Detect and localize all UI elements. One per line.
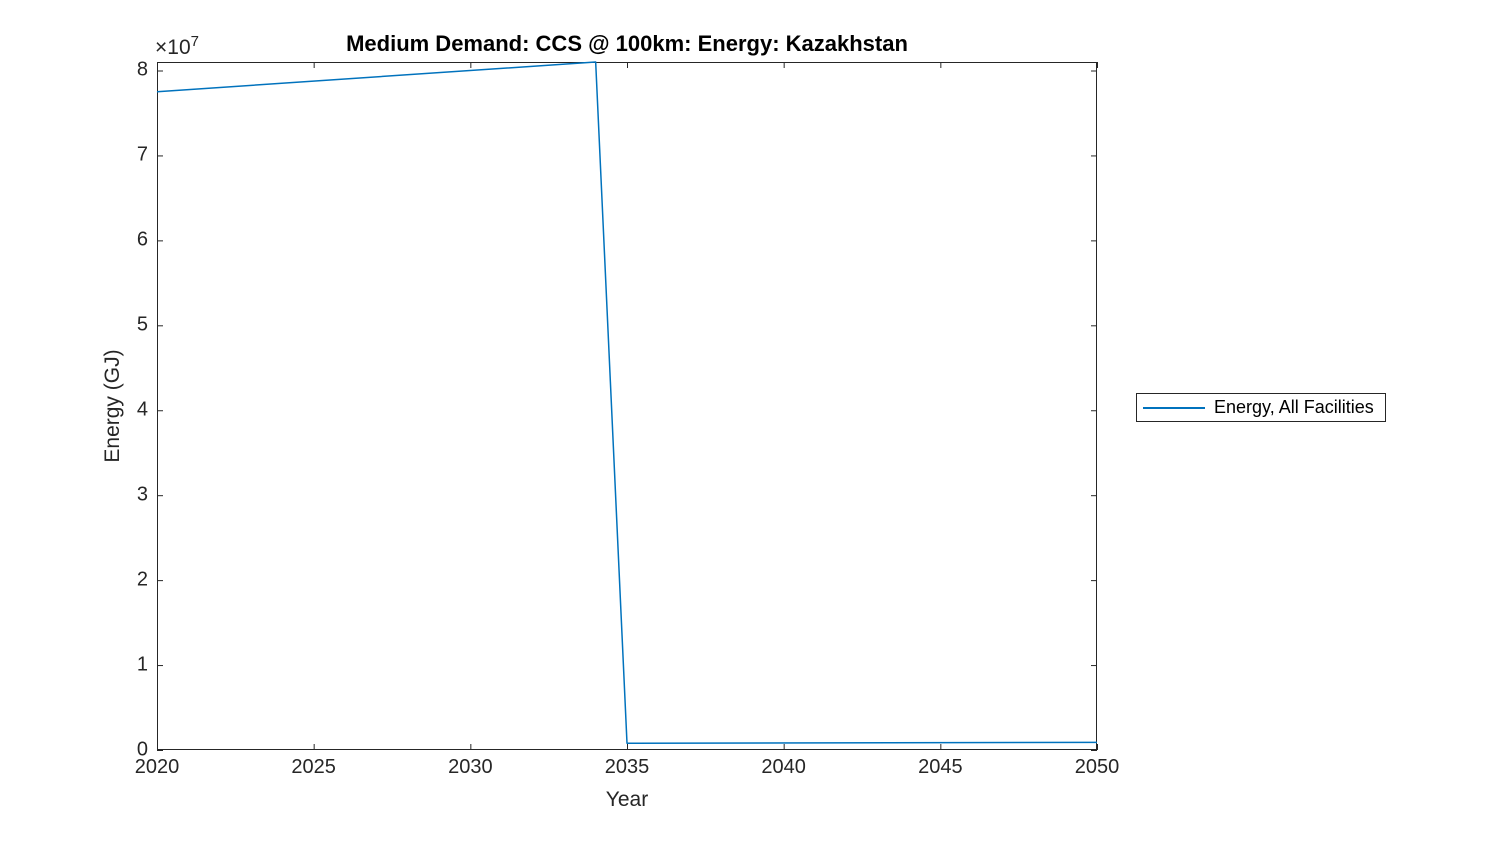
x-axis-label: Year	[605, 788, 649, 811]
y-tick-label: 5	[136, 313, 148, 336]
y-axis-exponent-base: ×10	[155, 36, 191, 59]
x-tick-label: 2050	[1074, 756, 1120, 778]
x-tick-label: 2030	[448, 756, 493, 778]
y-tick-label: 7	[136, 143, 148, 166]
legend-entry-label: Energy, All Facilities	[1214, 397, 1374, 417]
y-axis-exponent: ×107	[155, 33, 199, 60]
chart-title: Medium Demand: CCS @ 100km: Energy: Kaza…	[346, 31, 908, 56]
x-tick-label: 2025	[291, 756, 336, 778]
y-axis-label: Energy (GJ)	[101, 349, 124, 463]
y-axis-exponent-power: 7	[190, 33, 199, 50]
y-tick-label: 4	[136, 398, 148, 421]
x-tick-label: 2020	[134, 756, 180, 778]
y-tick-label: 6	[136, 228, 148, 251]
y-tick-label: 2	[136, 568, 148, 591]
x-tick-label: 2045	[918, 756, 963, 778]
axes-box	[157, 62, 1097, 750]
y-tick-label: 0	[136, 738, 148, 761]
y-tick-label: 1	[136, 653, 148, 676]
x-tick-label: 2040	[761, 756, 806, 778]
data-line	[156, 61, 1098, 744]
y-tick-label: 3	[136, 483, 148, 506]
y-tick-label: 8	[136, 58, 148, 81]
legend: Energy, All Facilities	[1136, 393, 1386, 422]
x-tick-label: 2035	[604, 756, 650, 778]
legend-line-swatch	[1143, 406, 1205, 409]
